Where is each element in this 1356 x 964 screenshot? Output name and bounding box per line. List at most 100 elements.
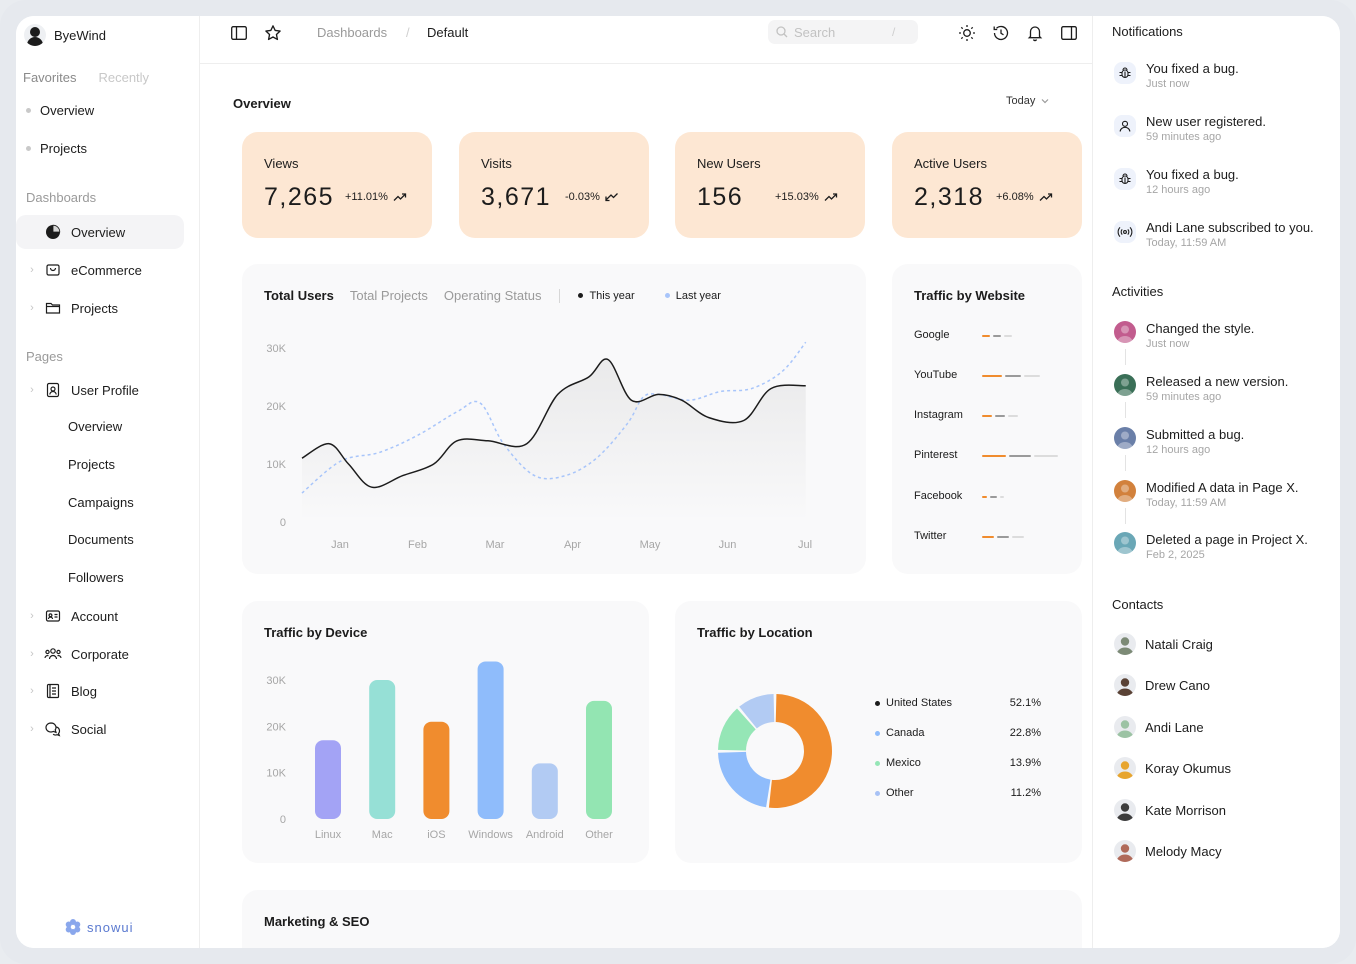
chevron-right-icon: ›: [30, 264, 34, 276]
traffic-by-device-card: Traffic by Device 0 10K 20K 30K Linux Mac iOS W…: [242, 601, 649, 863]
search-input[interactable]: [794, 24, 886, 40]
bullet-icon: [26, 108, 31, 113]
website-label: Pinterest: [914, 449, 958, 461]
tab-total-projects[interactable]: Total Projects: [349, 288, 428, 303]
activity-text: Released a new version.: [1146, 374, 1289, 389]
date-range-dropdown[interactable]: Today: [1006, 95, 1050, 107]
sidebar-item-overview[interactable]: Overview: [16, 215, 184, 249]
sidebar-subitem-overview[interactable]: Overview: [68, 419, 123, 434]
contact-item[interactable]: Natali Craig: [1114, 633, 1213, 655]
bar-windows: [477, 661, 504, 819]
pie-chart-icon: [44, 223, 62, 241]
contact-item[interactable]: Melody Macy: [1114, 840, 1222, 862]
x-tick-label: Android: [526, 829, 564, 841]
sidebar-item-blog[interactable]: › Blog: [16, 674, 184, 708]
activity-text: Modified A data in Page X.: [1146, 480, 1299, 495]
activity-item[interactable]: Submitted a bug. 12 hours ago: [1114, 427, 1244, 457]
sidebar-item-social[interactable]: › Social: [16, 712, 184, 746]
sidebar-subitem-projects[interactable]: Projects: [68, 457, 115, 472]
favorite-item-overview[interactable]: Overview: [26, 103, 94, 118]
notification-text-block: You fixed a bug. 12 hours ago: [1146, 167, 1239, 197]
bell-icon[interactable]: [1026, 24, 1044, 42]
avatar: [1114, 532, 1136, 554]
notification-item[interactable]: Andi Lane subscribed to you. Today, 11:59…: [1114, 220, 1314, 250]
sidebar-item-projects[interactable]: › Projects: [16, 291, 184, 325]
legend-dot: [578, 293, 584, 298]
x-tick-label: Jul: [798, 539, 812, 551]
sidebar-item-ecommerce[interactable]: › eCommerce: [16, 253, 184, 287]
stat-value: 156: [697, 183, 744, 211]
contact-item[interactable]: Kate Morrison: [1114, 799, 1226, 821]
chevron-right-icon: ›: [30, 723, 34, 735]
contact-name: Natali Craig: [1145, 636, 1213, 652]
tab-recently[interactable]: Recently: [98, 70, 150, 85]
app-window: ByeWind Favorites Recently Overview Proj…: [16, 16, 1340, 948]
website-bar-segment: [982, 375, 1002, 377]
theme-sun-icon[interactable]: [958, 24, 976, 42]
search-box[interactable]: /: [768, 20, 918, 44]
trend-up-icon: [393, 193, 407, 201]
date-range-value: Today: [1006, 95, 1036, 107]
website-bar-segment: [982, 455, 1006, 457]
traffic-by-location-donut-chart: [718, 694, 832, 808]
contact-item[interactable]: Andi Lane: [1114, 716, 1204, 738]
x-tick-label: Mar: [486, 539, 505, 551]
sidebar-subitem-followers[interactable]: Followers: [68, 570, 124, 585]
bar-linux: [315, 740, 341, 819]
tab-operating-status[interactable]: Operating Status: [443, 288, 542, 303]
stat-change-value: +15.03%: [775, 191, 819, 203]
activity-time: Today, 11:59 AM: [1146, 497, 1227, 509]
history-icon[interactable]: [992, 24, 1010, 42]
tab-total-users[interactable]: Total Users: [264, 288, 334, 303]
notification-item[interactable]: New user registered. 59 minutes ago: [1114, 114, 1266, 144]
sidebar-item-account[interactable]: › Account: [16, 599, 184, 633]
notification-item[interactable]: You fixed a bug. 12 hours ago: [1114, 167, 1239, 197]
sidebar-subitem-documents[interactable]: Documents: [68, 532, 134, 547]
activity-item[interactable]: Deleted a page in Project X. Feb 2, 2025: [1114, 532, 1308, 562]
card-title: Marketing & SEO: [264, 914, 370, 929]
stat-change: +11.01%: [345, 191, 407, 203]
website-bar: [982, 455, 1058, 457]
activity-item[interactable]: Modified A data in Page X. Today, 11:59 A…: [1114, 480, 1299, 510]
website-bar-segment: [982, 335, 990, 337]
activity-item[interactable]: Released a new version. 59 minutes ago: [1114, 374, 1288, 404]
favorite-item-projects[interactable]: Projects: [26, 141, 87, 156]
bar-android: [531, 763, 558, 819]
brand[interactable]: ByeWind: [24, 24, 106, 46]
sidebar-item-corporate[interactable]: › Corporate: [16, 637, 184, 671]
sidebar-item-user-profile[interactable]: › User Profile: [16, 373, 184, 407]
sidebar-toggle-icon[interactable]: [230, 24, 248, 42]
tab-favorites[interactable]: Favorites: [23, 70, 77, 85]
x-tick-label: Apr: [564, 539, 581, 551]
donut-slice-other: [739, 694, 775, 729]
sidebar-item-label: Corporate: [71, 646, 129, 662]
x-tick-label: Jan: [331, 539, 349, 551]
id-badge-icon: [44, 381, 62, 399]
x-tick-label: May: [640, 539, 661, 551]
website-label: Twitter: [914, 530, 947, 542]
website-bar-segment: [1004, 335, 1012, 337]
notification-item[interactable]: You fixed a bug. Just now: [1114, 61, 1239, 91]
contact-item[interactable]: Drew Cano: [1114, 674, 1210, 696]
series-line-this-year: [301, 358, 806, 489]
contact-name: Drew Cano: [1145, 677, 1211, 693]
avatar: [1114, 480, 1136, 502]
panel-toggle-icon[interactable]: [1060, 24, 1078, 42]
traffic-by-location-card: Traffic by Location United States 52.1% Ca…: [675, 601, 1082, 863]
bar-other: [586, 700, 612, 819]
stat-change: +6.08%: [996, 191, 1053, 203]
activity-item[interactable]: Changed the style. Just now: [1114, 321, 1254, 351]
activity-text-block: Modified A data in Page X. Today, 11:59 A…: [1146, 480, 1299, 510]
contact-item[interactable]: Koray Okumus: [1114, 757, 1231, 779]
star-icon[interactable]: [264, 24, 282, 42]
sidebar: ByeWind Favorites Recently Overview Proj…: [16, 16, 200, 948]
sidebar-subitem-campaigns[interactable]: Campaigns: [68, 495, 134, 510]
notebook-icon: [44, 682, 62, 700]
breadcrumb-dashboards[interactable]: Dashboards: [317, 25, 388, 40]
sidebar-item-label: Account: [71, 608, 118, 624]
stat-label: Visits: [481, 156, 512, 171]
website-bar-segment: [997, 536, 1009, 538]
dashboards-section-title: Dashboards: [26, 190, 97, 205]
notification-text: You fixed a bug.: [1146, 61, 1239, 76]
timeline-connector: [1125, 455, 1126, 471]
